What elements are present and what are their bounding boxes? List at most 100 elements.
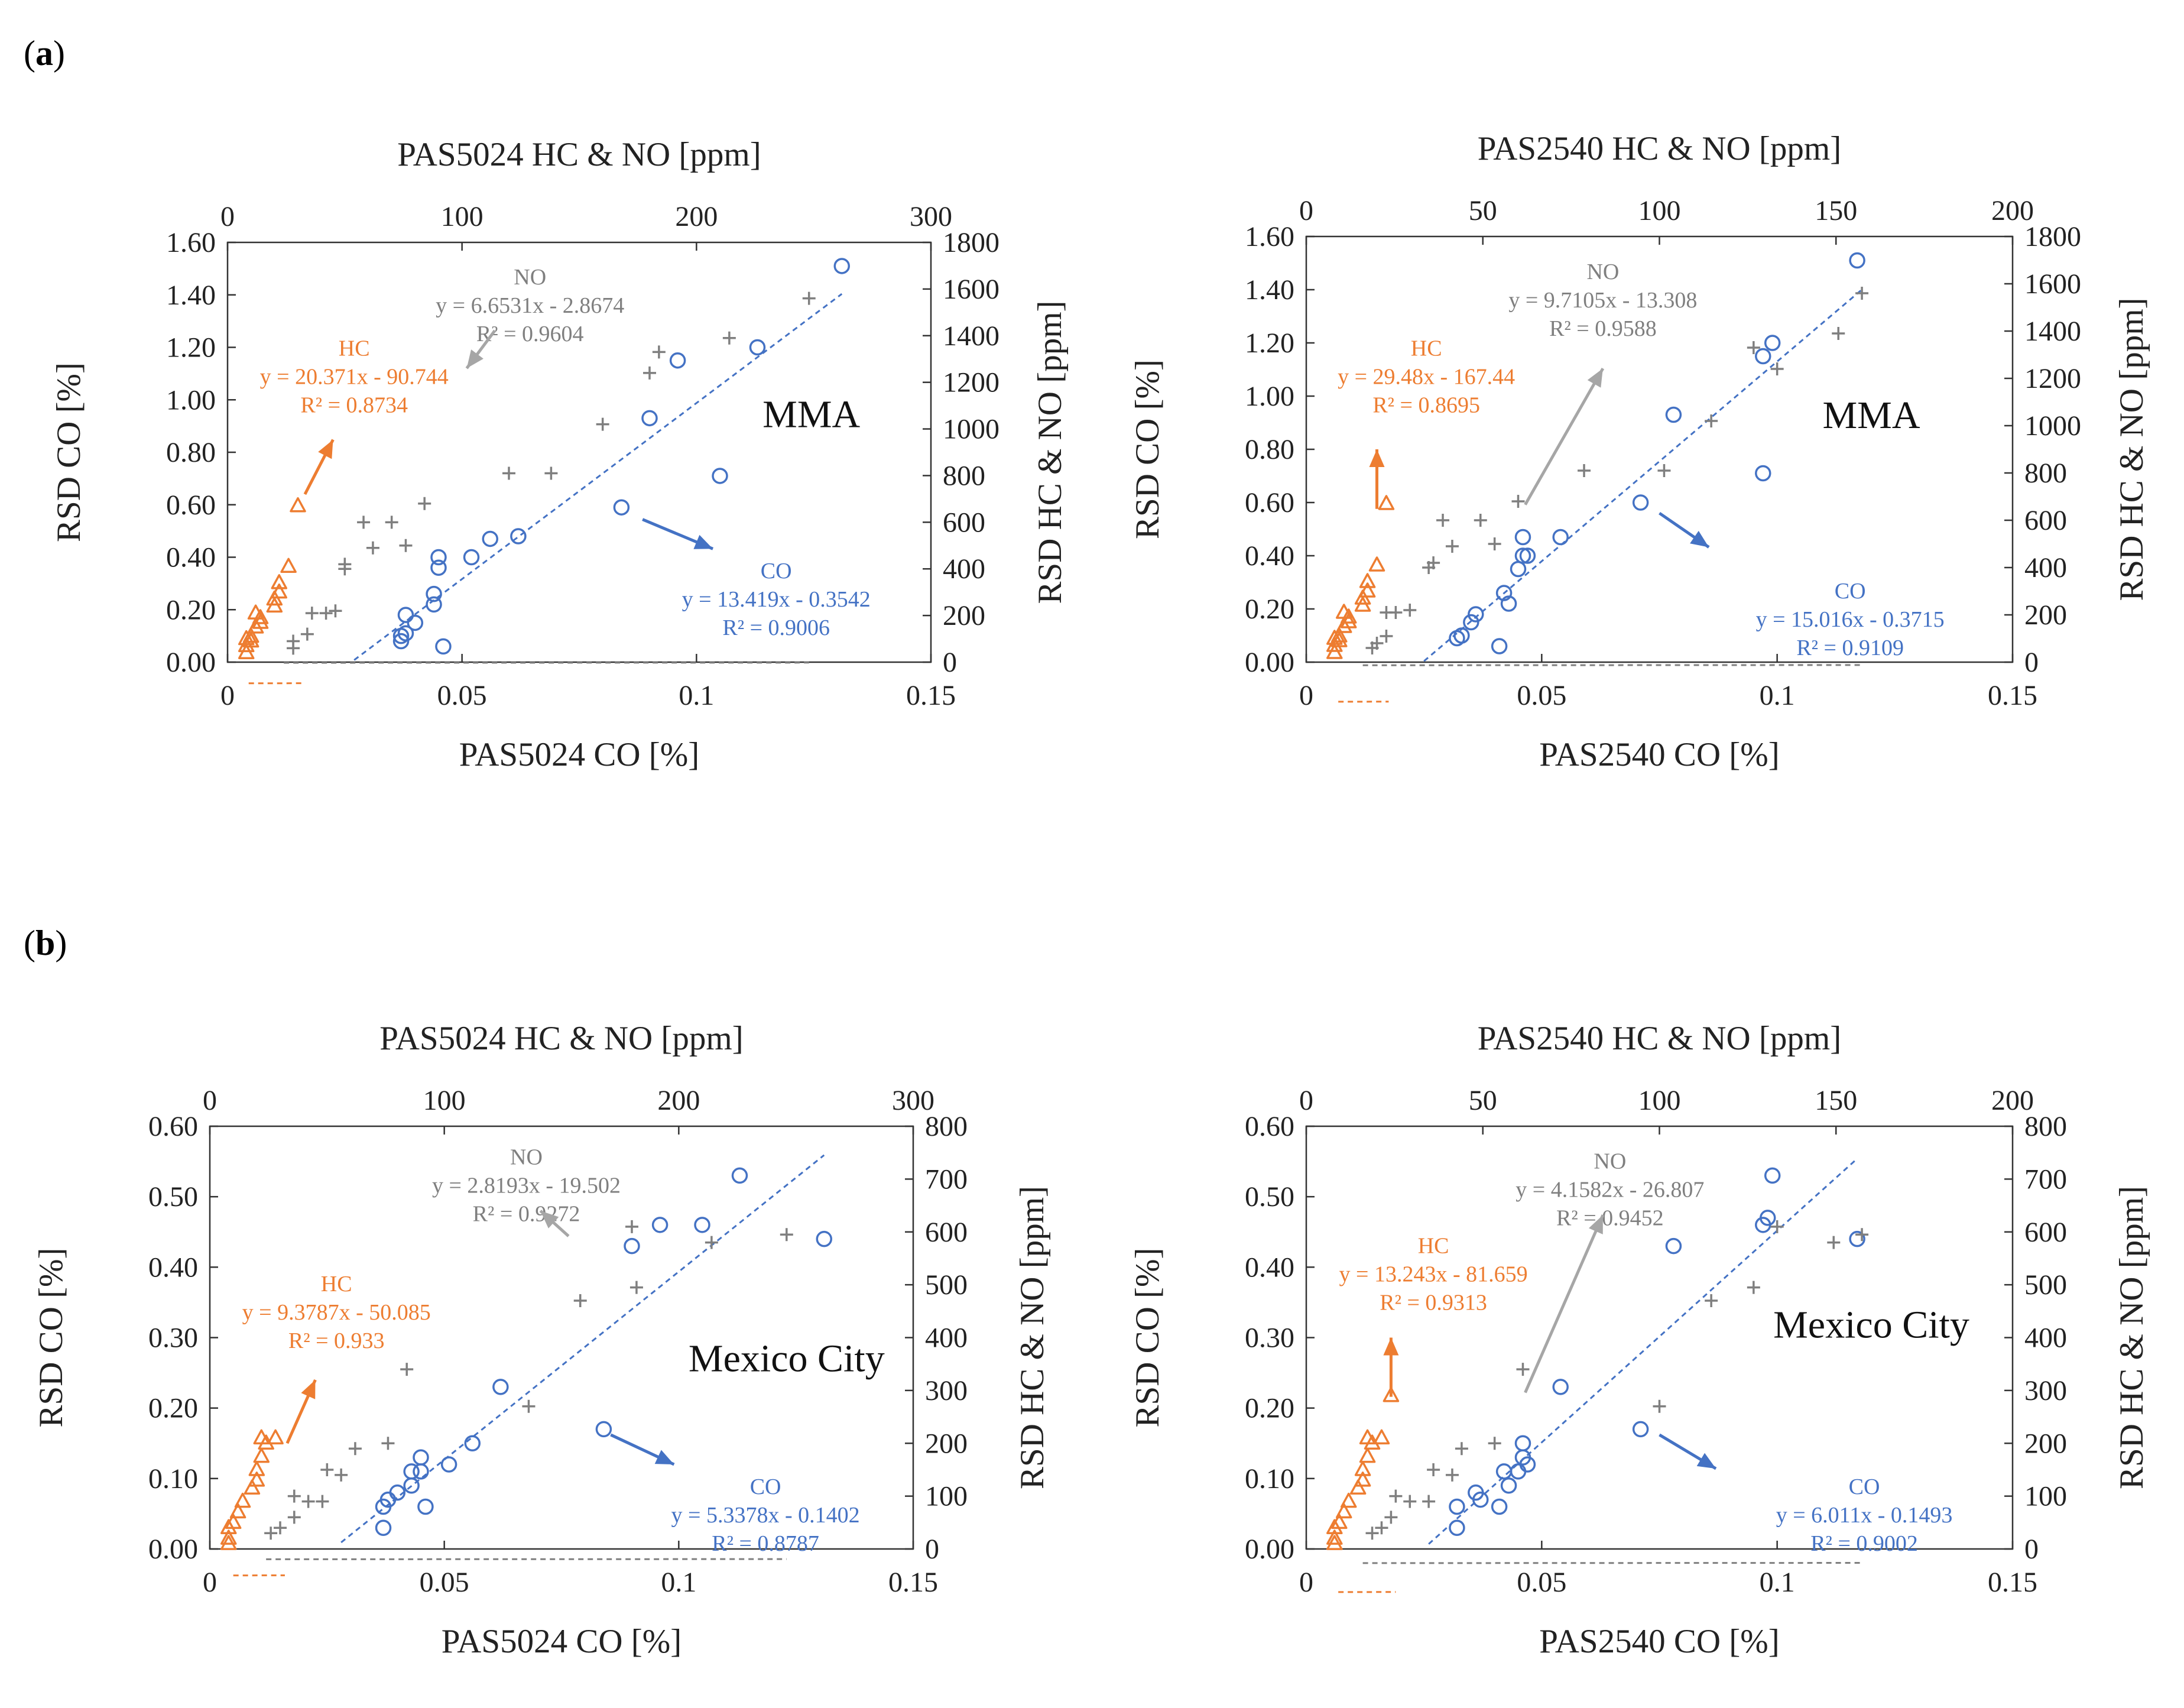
hc-point: [1373, 1429, 1390, 1445]
no-point: [264, 1526, 278, 1540]
no-point: [1705, 1294, 1718, 1307]
x-tick-label: 0.05: [437, 680, 487, 711]
hc-point: [225, 1513, 242, 1529]
y2-tick-label: 1200: [943, 367, 999, 398]
co-point: [375, 1519, 392, 1536]
no-r-squared: R² = 0.9588: [1549, 316, 1657, 341]
y-axis-title: RSD CO [%]: [50, 362, 87, 542]
y-tick-label: 0.40: [148, 1252, 198, 1283]
y2-tick-label: 1800: [943, 227, 999, 258]
co-point: [482, 530, 499, 547]
no-point: [1445, 540, 1459, 553]
no-point: [381, 1437, 395, 1450]
no-point: [596, 417, 609, 431]
no-equation: y = 6.6531x - 2.8674: [436, 293, 624, 318]
x-axis-title: PAS2540 CO [%]: [1539, 736, 1779, 773]
hc-point: [248, 1461, 265, 1476]
co-point: [1510, 1463, 1527, 1480]
co-point: [595, 1421, 612, 1438]
no-point: [1827, 1236, 1841, 1249]
hc-point: [220, 1529, 237, 1545]
y2-tick-label: 300: [2024, 1375, 2067, 1406]
no-arrow-head: [1587, 368, 1603, 388]
no-point: [301, 1495, 315, 1508]
co-point: [651, 1217, 668, 1233]
no-r-squared: R² = 0.9272: [473, 1201, 580, 1226]
co-arrow-head: [693, 534, 713, 549]
co-point: [1755, 348, 1771, 365]
co-point: [1759, 1210, 1776, 1226]
no-point: [1375, 1521, 1388, 1535]
co-point: [1449, 1519, 1465, 1536]
co-point: [440, 1456, 457, 1473]
no-point: [1403, 604, 1417, 617]
no-point: [1488, 537, 1501, 550]
x-tick-label: 0: [220, 680, 235, 711]
y-tick-label: 0.20: [1245, 594, 1294, 625]
co-point: [413, 1463, 429, 1480]
x2-tick-label: 300: [892, 1085, 934, 1116]
hc-point: [280, 558, 297, 573]
no-arrow-head: [466, 349, 483, 368]
region-label: Mexico City: [1773, 1304, 1969, 1347]
hc-arrow-head: [1369, 449, 1385, 467]
y2-tick-label: 1400: [2024, 316, 2081, 347]
no-point: [1455, 1442, 1468, 1456]
y-tick-label: 1.40: [166, 280, 216, 311]
region-label: MMA: [1822, 394, 1920, 437]
x-tick-label: 0: [1299, 680, 1313, 711]
co-point: [435, 638, 452, 655]
y2-tick-label: 200: [2024, 1428, 2067, 1459]
x-tick-label: 0.15: [906, 680, 956, 711]
no-point: [348, 1442, 362, 1456]
hc-point: [1340, 1492, 1357, 1508]
hc-point: [1326, 1529, 1343, 1545]
no-point: [320, 1463, 334, 1476]
hc-arrow-head: [1383, 1337, 1399, 1356]
no-point: [1427, 1463, 1440, 1476]
co-point: [403, 1477, 420, 1494]
y2-axis-title: RSD HC & NO [ppm]: [2113, 297, 2150, 601]
x-tick-label: 0.15: [1988, 680, 2037, 711]
co-point: [389, 1484, 406, 1501]
co-point: [417, 1498, 434, 1515]
trendline-co: [353, 293, 843, 661]
chart-b-left: 0 0.05 0.1 0.150 100 200 3000.000.100.200.300.…: [33, 1020, 1051, 1660]
y2-tick-label: 200: [925, 1428, 968, 1459]
no-point: [287, 1489, 301, 1503]
y-tick-label: 0.60: [166, 490, 216, 521]
no-point: [300, 627, 314, 641]
co-label: CO: [1849, 1474, 1880, 1499]
co-point: [1755, 465, 1771, 482]
x2-tick-label: 0: [220, 201, 235, 232]
hc-point: [242, 627, 259, 643]
co-point: [816, 1230, 833, 1247]
y2-tick-label: 400: [2024, 1323, 2067, 1354]
no-point: [1747, 1281, 1760, 1294]
hc-arrow-head: [301, 1380, 316, 1399]
y2-tick-label: 600: [2024, 1217, 2067, 1248]
co-arrow-head: [654, 1450, 674, 1464]
co-equation: y = 6.011x - 0.1493: [1776, 1503, 1953, 1528]
y2-tick-label: 800: [2024, 458, 2067, 489]
no-point: [573, 1294, 587, 1307]
y2-tick-label: 500: [925, 1269, 968, 1301]
co-point: [1514, 529, 1531, 546]
y-tick-label: 1.60: [1245, 221, 1294, 252]
hc-point: [220, 1535, 237, 1550]
y-axis-title: RSD CO [%]: [33, 1247, 70, 1427]
no-point: [625, 1220, 638, 1233]
hc-point: [248, 1472, 265, 1487]
x2-tick-label: 100: [1638, 1085, 1681, 1116]
y-tick-label: 1.00: [1245, 381, 1294, 412]
co-point: [1519, 547, 1536, 564]
y2-tick-label: 1200: [2024, 363, 2081, 394]
y2-tick-label: 700: [2024, 1163, 2067, 1195]
no-point: [399, 539, 413, 552]
no-arrow: [1524, 1214, 1605, 1393]
no-point: [544, 466, 558, 480]
region-label: Mexico City: [689, 1337, 885, 1380]
no-point: [1474, 514, 1487, 527]
top-axis-title: PAS5024 HC & NO [ppm]: [379, 1020, 743, 1057]
